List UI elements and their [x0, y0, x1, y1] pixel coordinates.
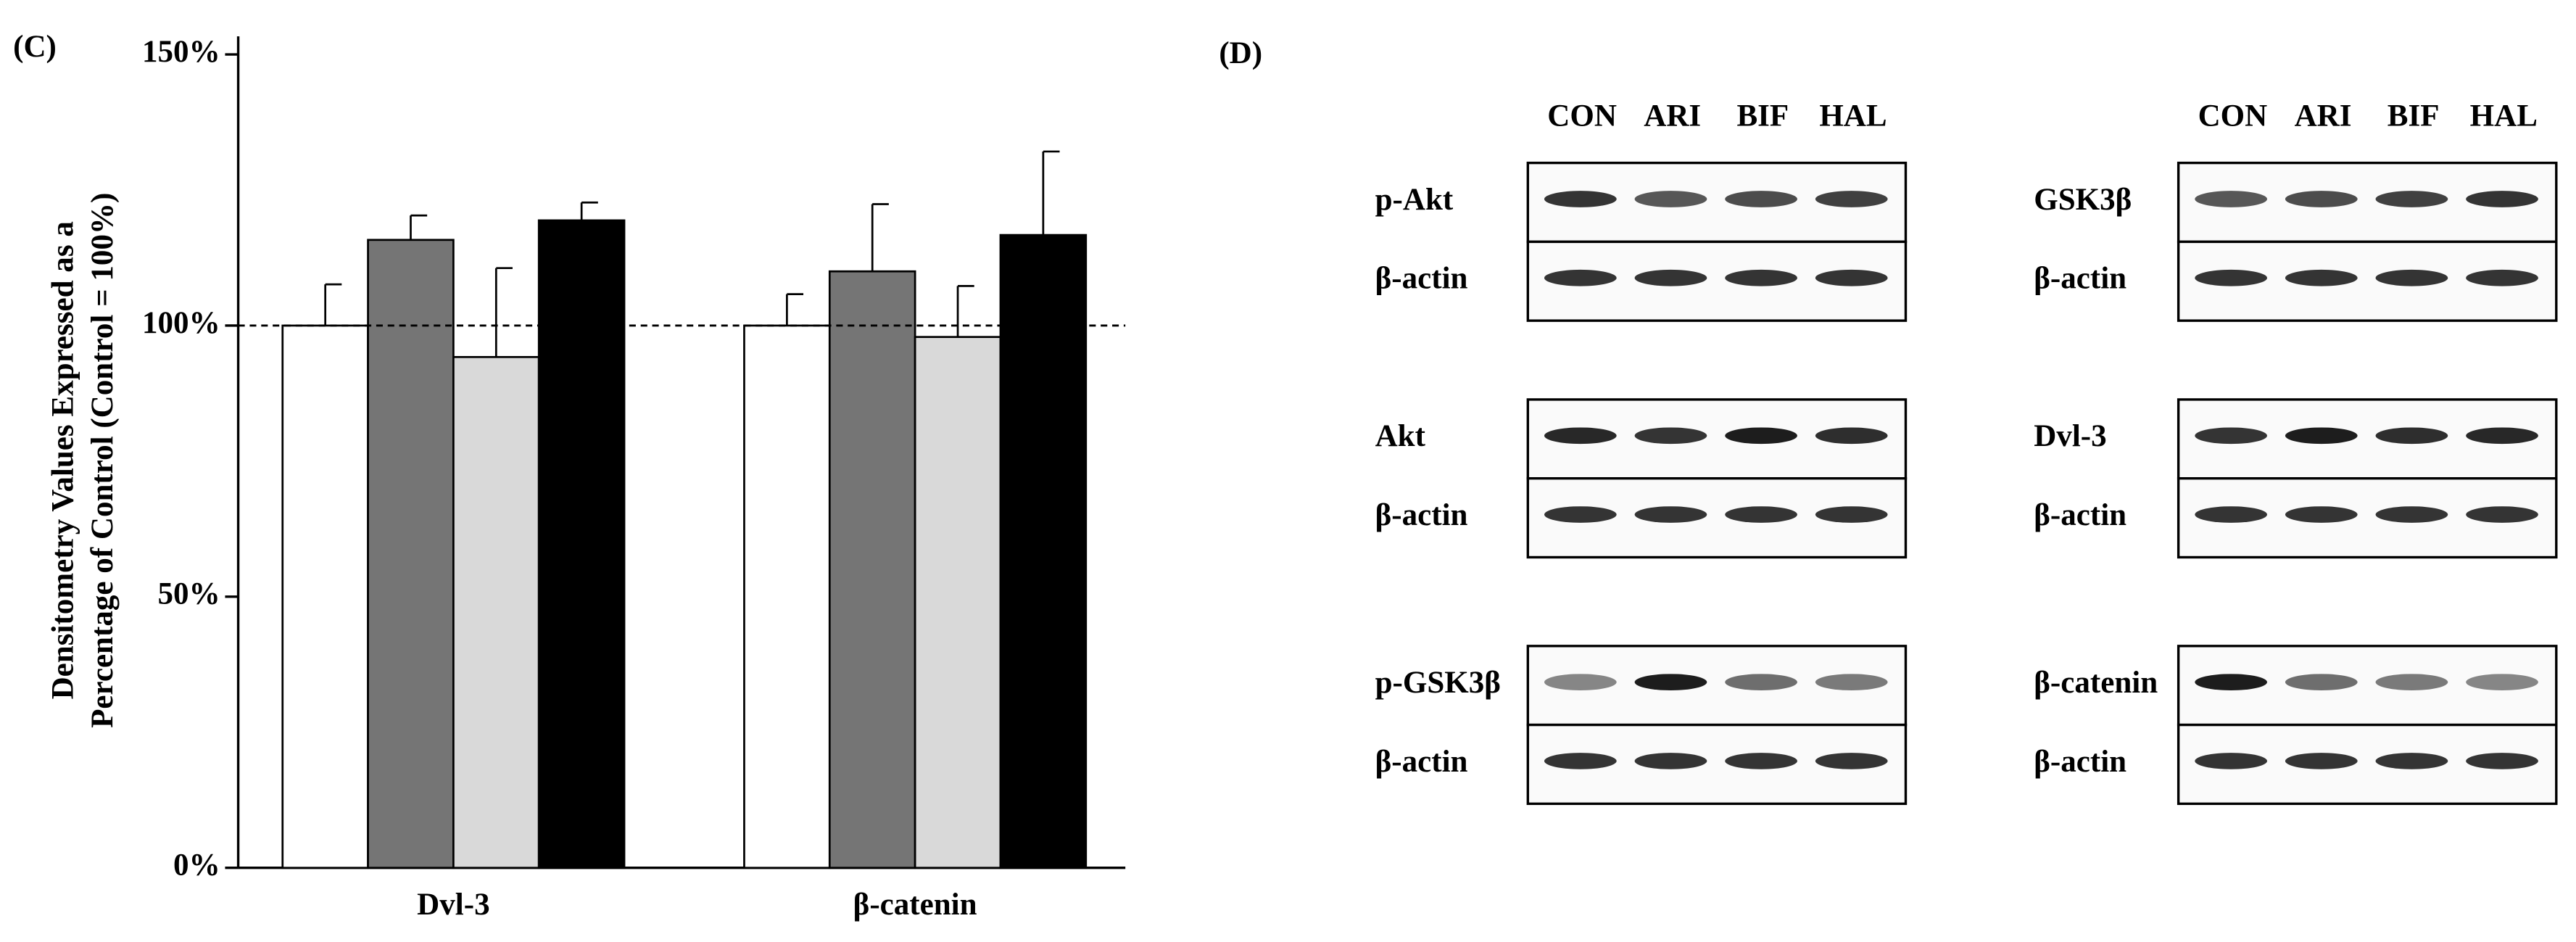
panel-label: (C) — [13, 30, 57, 64]
y-label-line: Densitometry Values Expressed as a — [46, 221, 80, 699]
row-label: β-actin — [1375, 498, 1468, 532]
error-bar — [324, 283, 342, 326]
y-tick-label: 0% — [173, 848, 220, 883]
y-tick-label: 150% — [142, 35, 220, 69]
blot-band — [2285, 269, 2358, 286]
blot-band — [2466, 427, 2538, 445]
blot-band — [1815, 674, 1888, 691]
blot-band — [2285, 191, 2358, 207]
bar — [828, 270, 916, 869]
blot-band — [1634, 191, 1707, 207]
y-label-line: Percentage of Control (Control = 100%) — [86, 193, 120, 728]
blot-band — [2466, 191, 2538, 207]
blot-band — [2195, 269, 2268, 286]
blot-band — [1815, 269, 1888, 286]
blot-band — [1634, 506, 1707, 523]
blot-band — [2195, 753, 2268, 769]
blot-band — [2466, 269, 2538, 286]
blot-band — [1815, 753, 1888, 769]
error-bar — [494, 267, 513, 358]
row-label: Dvl-3 — [2034, 419, 2106, 453]
panel-label: (D) — [1219, 36, 1262, 70]
row-label: Akt — [1375, 419, 1426, 453]
lane-label: HAL — [2470, 99, 2538, 133]
lane-label: ARI — [2295, 99, 2352, 133]
row-label: p-GSK3β — [1375, 666, 1501, 700]
blot-band — [2375, 753, 2448, 769]
row-label: p-Akt — [1375, 183, 1454, 217]
lane-label: BIF — [1736, 99, 1789, 133]
lane-label: BIF — [2387, 99, 2440, 133]
blot-band — [1634, 753, 1707, 769]
bar — [281, 324, 369, 869]
blot-band — [2285, 674, 2358, 691]
row-label: β-actin — [1375, 262, 1468, 296]
blot-band — [1634, 427, 1707, 445]
blot-band — [1544, 427, 1617, 445]
blot-band — [2466, 506, 2538, 523]
blot-band — [2375, 427, 2448, 445]
blot-band — [1725, 427, 1797, 445]
blot-band — [1725, 269, 1797, 286]
blot-band — [1725, 191, 1797, 207]
lane-label: ARI — [1644, 99, 1701, 133]
row-label: β-actin — [2034, 498, 2126, 532]
row-label: β-catenin — [2034, 666, 2158, 700]
blot-band — [1634, 674, 1707, 691]
error-bar — [871, 203, 889, 272]
blot-band — [1544, 753, 1617, 769]
lane-label: CON — [1547, 99, 1617, 133]
blot-band — [2285, 506, 2358, 523]
blot-band — [1815, 191, 1888, 207]
blot-band — [2195, 191, 2268, 207]
error-bar — [1042, 150, 1060, 236]
row-label: β-actin — [2034, 745, 2126, 779]
bar — [914, 336, 1002, 869]
lane-label: HAL — [1819, 99, 1887, 133]
blot-band — [1815, 427, 1888, 445]
blot-band — [1544, 191, 1617, 207]
error-bar — [956, 285, 974, 337]
bar — [743, 324, 831, 869]
blot-band — [2285, 427, 2358, 445]
blot-band — [2195, 506, 2268, 523]
blot-band — [2375, 269, 2448, 286]
y-tick-label: 100% — [142, 306, 220, 340]
blot-band — [2466, 674, 2538, 691]
row-label: β-actin — [1375, 745, 1468, 779]
bar — [999, 234, 1088, 869]
blot-band — [1815, 506, 1888, 523]
blot-band — [2375, 674, 2448, 691]
blot-band — [2375, 191, 2448, 207]
x-tick-label: Dvl-3 — [417, 888, 489, 922]
blot-band — [2195, 427, 2268, 445]
blot-band — [1725, 506, 1797, 523]
blot-band — [2285, 753, 2358, 769]
error-bar — [410, 214, 428, 240]
blot-band — [1544, 506, 1617, 523]
error-bar — [580, 201, 598, 220]
bar — [537, 219, 626, 869]
blot-band — [2466, 753, 2538, 769]
blot-band — [1544, 674, 1617, 691]
blot-band — [1544, 269, 1617, 286]
y-tick-label: 50% — [158, 577, 220, 611]
blot-band — [1634, 269, 1707, 286]
blot-band — [2195, 674, 2268, 691]
blot-band — [1725, 753, 1797, 769]
x-tick-label: β-catenin — [853, 888, 977, 922]
blot-band — [1725, 674, 1797, 691]
row-label: GSK3β — [2034, 183, 2132, 217]
error-bar — [786, 293, 804, 326]
bar — [367, 239, 455, 869]
lane-label: CON — [2198, 99, 2268, 133]
y-axis-title: Densitometry Values Expressed as a Perce… — [46, 193, 120, 728]
row-label: β-actin — [2034, 262, 2126, 296]
blot-band — [2375, 506, 2448, 523]
bar — [452, 355, 540, 869]
